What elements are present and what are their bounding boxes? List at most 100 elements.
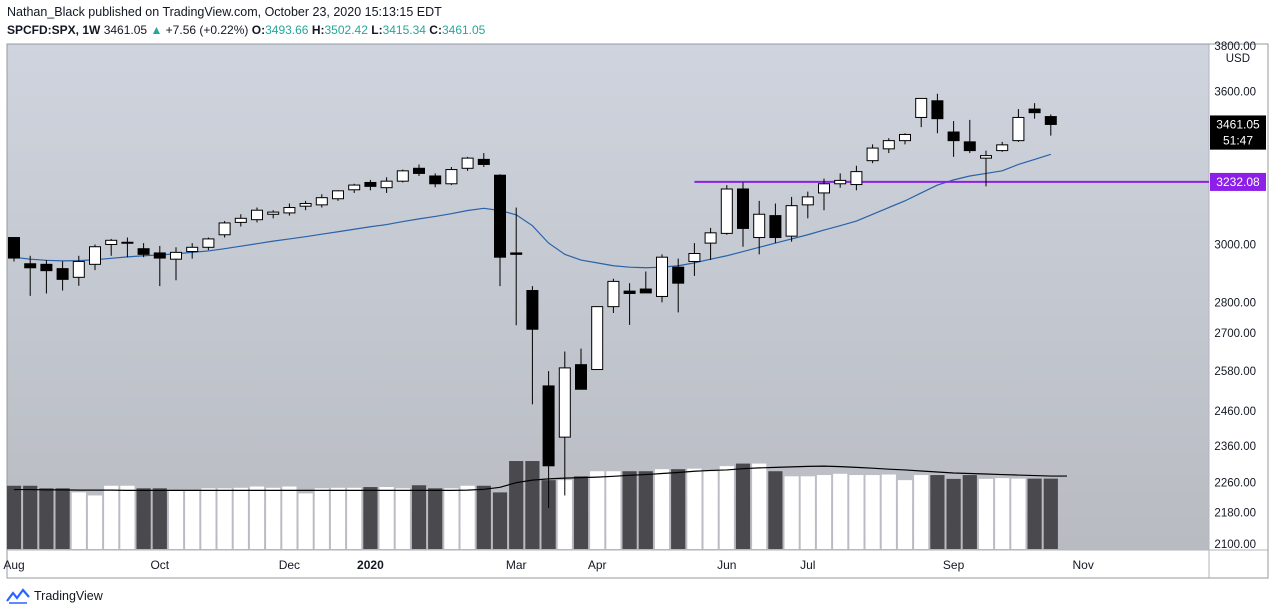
volume-bar — [460, 485, 475, 549]
candle — [558, 367, 571, 438]
candle — [445, 169, 458, 185]
volume-bar — [185, 490, 200, 549]
candle — [396, 170, 409, 182]
x-tick-label: Apr — [588, 558, 607, 572]
candle — [785, 205, 798, 237]
candle — [283, 207, 296, 214]
x-tick-label: Sep — [943, 558, 965, 572]
candle — [720, 188, 733, 234]
volume-bar — [897, 480, 913, 549]
moving-average-line — [13, 153, 1051, 269]
open-label: O: — [251, 23, 266, 37]
volume-bar — [622, 471, 637, 549]
candle — [202, 238, 215, 248]
candle — [801, 196, 814, 206]
candle — [477, 158, 490, 165]
volume-bar — [168, 490, 184, 549]
candle — [267, 211, 280, 215]
candle — [672, 266, 685, 284]
volume-bar — [476, 485, 491, 549]
symbol-label: SPCFD:SPX, 1W — [7, 23, 101, 37]
volume-bar — [1011, 478, 1026, 549]
candle — [818, 183, 830, 194]
candle — [494, 174, 506, 258]
volume-bar — [752, 463, 767, 549]
price-badge-label: 3232.08 — [1216, 175, 1260, 189]
volume-bar — [962, 475, 977, 549]
volume-bar — [784, 476, 799, 549]
volume-bar — [6, 485, 22, 549]
candle — [380, 180, 393, 189]
tradingview-logo-icon — [6, 588, 30, 604]
volume-bar — [735, 463, 751, 549]
candle — [1044, 116, 1057, 125]
candle — [526, 290, 539, 330]
price-badge-label: 3461.05 — [1216, 117, 1260, 131]
volume-bar — [509, 461, 524, 549]
y-tick-label: 2700.00 — [1214, 328, 1256, 340]
candle — [639, 288, 652, 294]
volume-bar — [638, 471, 653, 549]
volume-bar — [411, 485, 427, 549]
candle — [299, 203, 312, 207]
publish-info: Nathan_Black published on TradingView.co… — [7, 5, 442, 19]
volume-bar — [671, 469, 686, 549]
candle — [186, 246, 199, 253]
y-tick-label: 2460.00 — [1214, 406, 1256, 418]
candle — [542, 385, 555, 467]
volume-bar — [768, 471, 783, 549]
candle — [24, 263, 37, 269]
candle — [704, 232, 717, 244]
candle — [769, 215, 782, 239]
candle — [591, 306, 604, 371]
volume-bar — [395, 488, 410, 549]
volume-bar — [800, 476, 815, 549]
chart-frame — [6, 43, 1269, 579]
brand-name[interactable]: TradingView — [34, 589, 103, 603]
volume-bar — [347, 487, 362, 549]
candle — [899, 133, 911, 142]
candle — [72, 260, 85, 278]
volume-bar — [557, 480, 572, 549]
currency-label: USD — [1226, 53, 1250, 65]
volume-bar — [233, 487, 248, 549]
volume-bar — [152, 488, 167, 549]
volume-bar — [914, 475, 929, 549]
chart-header: Nathan_Black published on TradingView.co… — [7, 3, 907, 39]
volume-bar — [282, 486, 297, 549]
candle — [251, 209, 263, 221]
candle — [575, 364, 587, 390]
candle — [996, 144, 1009, 152]
candle — [461, 157, 474, 169]
price-change: +7.56 (+0.22%) — [165, 23, 249, 37]
price-badge-label: 51:47 — [1223, 134, 1253, 148]
candle — [882, 140, 895, 150]
y-tick-label: 3000.00 — [1214, 239, 1256, 251]
candle — [234, 217, 247, 223]
candle — [170, 251, 182, 260]
price-badge — [1210, 172, 1266, 191]
volume-bar — [816, 475, 832, 549]
candle — [656, 256, 668, 297]
volume-bar — [881, 474, 896, 549]
close-label: C: — [429, 23, 442, 37]
volume-bar — [298, 493, 313, 549]
low-label: L: — [371, 23, 383, 37]
ohlc-legend: SPCFD:SPX, 1W 3461.05 ▲ +7.56 (+0.22%) O… — [7, 21, 907, 39]
x-tick-label: Mar — [506, 558, 527, 572]
x-tick-label: Jun — [717, 558, 736, 572]
x-tick-label: Dec — [279, 558, 300, 572]
candle — [348, 184, 361, 191]
volume-bar — [330, 487, 346, 549]
y-tick-label: 2100.00 — [1214, 539, 1256, 551]
volume-bar — [687, 468, 702, 549]
volume-bar — [978, 478, 994, 549]
candle — [623, 290, 636, 294]
y-tick-label: 2180.00 — [1214, 508, 1256, 520]
volume-bar — [444, 488, 459, 549]
volume-bar — [525, 461, 540, 549]
volume-bar — [541, 480, 556, 549]
high-value: 3502.42 — [324, 23, 368, 37]
volume-bar — [1027, 478, 1042, 549]
